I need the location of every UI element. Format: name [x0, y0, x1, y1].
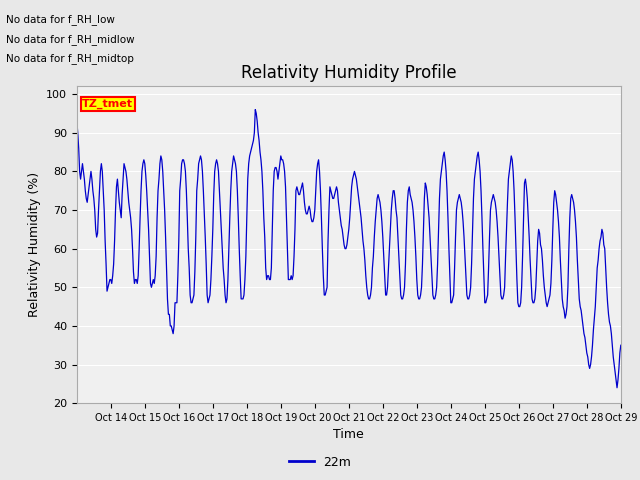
Text: No data for f_RH_midlow: No data for f_RH_midlow — [6, 34, 135, 45]
Text: TZ_tmet: TZ_tmet — [82, 99, 133, 109]
Legend: 22m: 22m — [284, 451, 356, 474]
Text: No data for f_RH_midtop: No data for f_RH_midtop — [6, 53, 134, 64]
Text: No data for f_RH_low: No data for f_RH_low — [6, 14, 115, 25]
Y-axis label: Relativity Humidity (%): Relativity Humidity (%) — [28, 172, 40, 317]
Title: Relativity Humidity Profile: Relativity Humidity Profile — [241, 64, 456, 82]
X-axis label: Time: Time — [333, 429, 364, 442]
